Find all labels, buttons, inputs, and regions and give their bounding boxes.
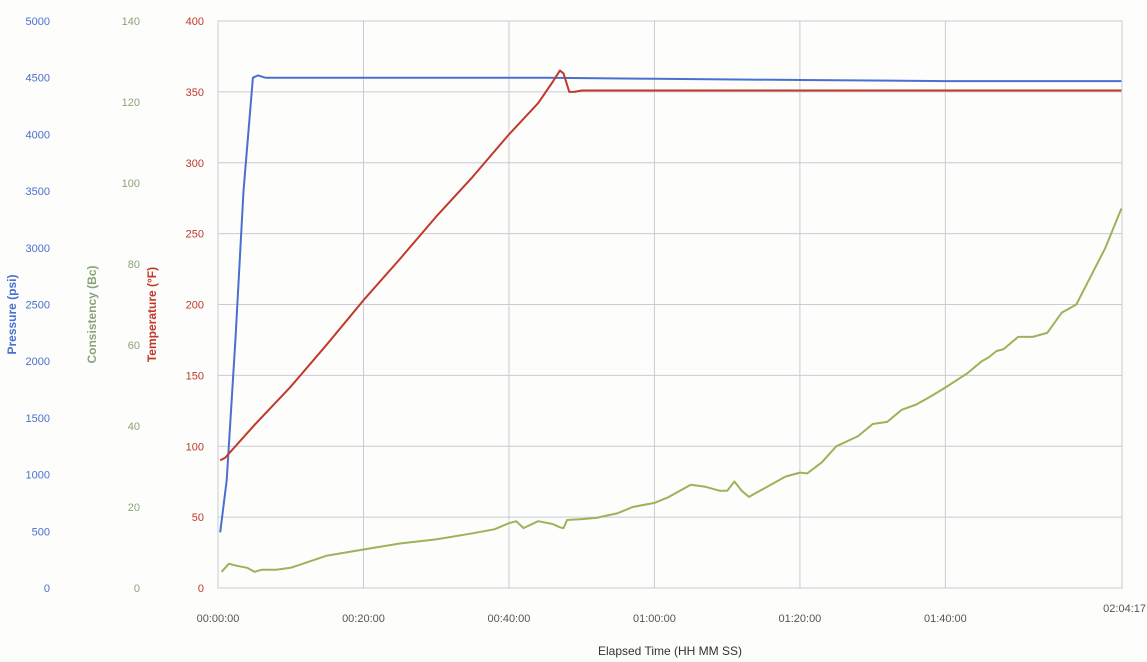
temperature-tick-label: 50 (192, 512, 204, 524)
pressure-tick-label: 1000 (26, 470, 50, 482)
x-tick-label: 01:40:00 (924, 613, 967, 625)
consistency-tick-label: 40 (128, 421, 140, 433)
x-tick-label: 01:00:00 (633, 613, 676, 625)
pressure-tick-label: 4500 (26, 73, 50, 85)
x-tick-label: 00:40:00 (488, 613, 531, 625)
series-lines (219, 69, 1123, 573)
consistency-axis-title: Consistency (Bc) (85, 265, 99, 363)
pressure-tick-label: 3000 (26, 243, 50, 255)
axes: 00:00:00 00:20:00 00:40:00 01:00:00 01:20:00… (5, 16, 1146, 625)
temperature-tick-label: 100 (186, 441, 204, 453)
gridlines (217, 20, 1123, 589)
temperature-axis-title: Temperature (°F) (145, 267, 159, 362)
temperature-tick-label: 200 (186, 300, 204, 312)
pressure-series-line (219, 74, 1122, 533)
pressure-axis-title: Pressure (psi) (5, 274, 19, 354)
consistency-tick-label: 120 (122, 97, 140, 109)
temperature-tick-label: 250 (186, 229, 204, 241)
consistency-tick-label: 140 (122, 16, 140, 28)
pressure-tick-label: 4000 (26, 129, 50, 141)
consistency-tick-label: 80 (128, 259, 140, 271)
consistency-tick-label: 100 (122, 178, 140, 190)
pressure-tick-label: 500 (32, 526, 50, 538)
consistency-tick-label: 60 (128, 340, 140, 352)
x-tick-label: 01:20:00 (778, 613, 821, 625)
temperature-series-line (219, 69, 1122, 462)
pressure-tick-label: 0 (44, 583, 50, 595)
pressure-tick-label: 1500 (26, 413, 50, 425)
consistency-series-line (220, 208, 1123, 573)
x-tick-label: 00:00:00 (197, 613, 240, 625)
temperature-tick-label: 400 (186, 16, 204, 28)
pressure-tick-label: 2500 (26, 300, 50, 312)
consistency-tick-label: 0 (134, 583, 140, 595)
temperature-tick-label: 300 (186, 158, 204, 170)
x-axis-title: Elapsed Time (HH MM SS) (598, 644, 742, 658)
consistency-tick-label: 20 (128, 502, 140, 514)
pressure-tick-label: 3500 (26, 186, 50, 198)
pressure-tick-label: 5000 (26, 16, 50, 28)
x-tick-label: 02:04:17 (1103, 603, 1146, 615)
temperature-tick-label: 0 (198, 583, 204, 595)
temperature-tick-label: 150 (186, 370, 204, 382)
x-tick-label: 00:20:00 (342, 613, 385, 625)
temperature-tick-label: 350 (186, 87, 204, 99)
pressure-tick-label: 2000 (26, 356, 50, 368)
